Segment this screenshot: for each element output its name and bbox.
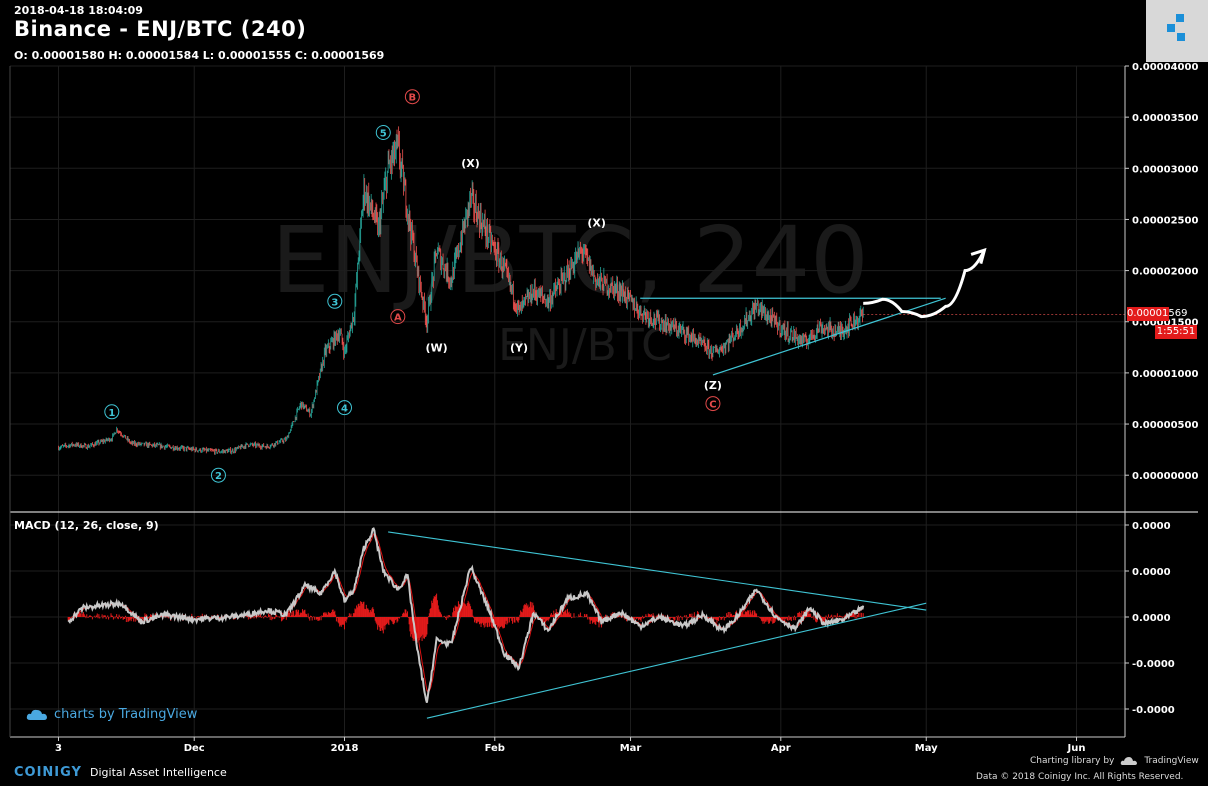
wave-label: (W) bbox=[426, 341, 448, 354]
wave-label-circle bbox=[705, 396, 721, 412]
wave-label: C bbox=[709, 400, 716, 411]
macd-label: MACD (12, 26, close, 9) bbox=[14, 519, 159, 532]
macd-y-tick-label: -0.0000 bbox=[1132, 705, 1175, 716]
wave-label: (X) bbox=[587, 217, 606, 230]
watermark-small: ENJ/BTC bbox=[498, 320, 672, 371]
macd-y-tick-label: -0.0000 bbox=[1132, 659, 1175, 670]
x-tick-label: Feb bbox=[485, 743, 505, 754]
macd-y-tick-label: 0.0000 bbox=[1132, 613, 1171, 624]
x-tick-label: Jun bbox=[1067, 743, 1086, 754]
macd-line bbox=[67, 527, 865, 703]
x-tick-label: Apr bbox=[771, 743, 791, 754]
wave-label: (Z) bbox=[704, 379, 722, 392]
coinigy-logo-icon[interactable] bbox=[1146, 0, 1208, 62]
wave-label-circle bbox=[375, 124, 391, 140]
wave-label-circle bbox=[210, 467, 226, 483]
wave-label: 4 bbox=[341, 404, 348, 415]
charting-library-credit: Charting library by TradingView bbox=[1030, 756, 1199, 766]
cloud-icon bbox=[26, 709, 47, 720]
y-tick-label: 0.00002500 bbox=[1132, 215, 1198, 226]
x-tick-label: 2018 bbox=[331, 743, 359, 754]
wave-label-circle bbox=[390, 309, 406, 325]
y-tick-label: 0.00001000 bbox=[1132, 369, 1198, 380]
current-price-tag: 0.00001569 bbox=[1127, 307, 1188, 321]
wave-label-circle bbox=[404, 89, 420, 105]
y-tick-label: 0.00003500 bbox=[1132, 113, 1198, 124]
timestamp: 2018-04-18 18:04:09 bbox=[14, 4, 143, 17]
y-tick-label: 0.00002000 bbox=[1132, 267, 1198, 278]
wave-label-circle bbox=[337, 400, 352, 416]
wave-label-circle bbox=[327, 293, 343, 309]
y-tick-label: 0.00004000 bbox=[1132, 62, 1198, 73]
wave-label: (X) bbox=[461, 157, 480, 170]
wave-label: 3 bbox=[331, 297, 338, 308]
wave-label: A bbox=[394, 313, 402, 324]
x-tick-label: 3 bbox=[55, 743, 62, 754]
macd-y-tick-label: 0.0000 bbox=[1132, 567, 1171, 578]
wave-label: B bbox=[409, 93, 417, 104]
copyright: Data © 2018 Coinigy Inc. All Rights Rese… bbox=[976, 772, 1184, 782]
macd-trendline bbox=[426, 602, 927, 719]
charting-library-label: Charting library by bbox=[1030, 756, 1115, 766]
x-tick-label: Mar bbox=[620, 743, 642, 754]
x-tick-label: Dec bbox=[184, 743, 205, 754]
y-tick-label: 0.00000500 bbox=[1132, 420, 1198, 431]
wave-label: 2 bbox=[215, 471, 222, 482]
brand-tagline: Digital Asset Intelligence bbox=[90, 766, 227, 779]
wave-label: 5 bbox=[380, 128, 387, 139]
macd-trendline bbox=[388, 531, 927, 611]
wave-label-circle bbox=[104, 404, 120, 420]
tradingview-label: charts by TradingView bbox=[54, 707, 198, 722]
x-tick-label: May bbox=[915, 743, 938, 754]
brand-name: COINIGY bbox=[14, 765, 82, 780]
wave-label: 1 bbox=[108, 408, 115, 419]
ohlc-readout: O: 0.00001580 H: 0.00001584 L: 0.0000155… bbox=[14, 49, 385, 62]
projection-path bbox=[863, 249, 986, 319]
macd-y-tick-label: 0.0000 bbox=[1132, 521, 1171, 532]
chart-title: Binance - ENJ/BTC (240) bbox=[14, 17, 307, 41]
y-tick-label: 0.00000000 bbox=[1132, 471, 1198, 482]
countdown-tag: 1:55:51 bbox=[1155, 325, 1197, 339]
tradingview-link[interactable]: charts by TradingView bbox=[26, 707, 197, 722]
wave-label: (Y) bbox=[510, 341, 528, 354]
watermark-large: ENJ/BTC, 240 bbox=[271, 207, 868, 314]
tradingview-small-label: TradingView bbox=[1144, 756, 1199, 766]
projection-arrow-icon bbox=[970, 247, 987, 265]
y-tick-label: 0.00001500 bbox=[1132, 318, 1198, 329]
y-tick-label: 0.00003000 bbox=[1132, 164, 1198, 175]
tradingview-cloud-icon bbox=[1121, 757, 1138, 765]
